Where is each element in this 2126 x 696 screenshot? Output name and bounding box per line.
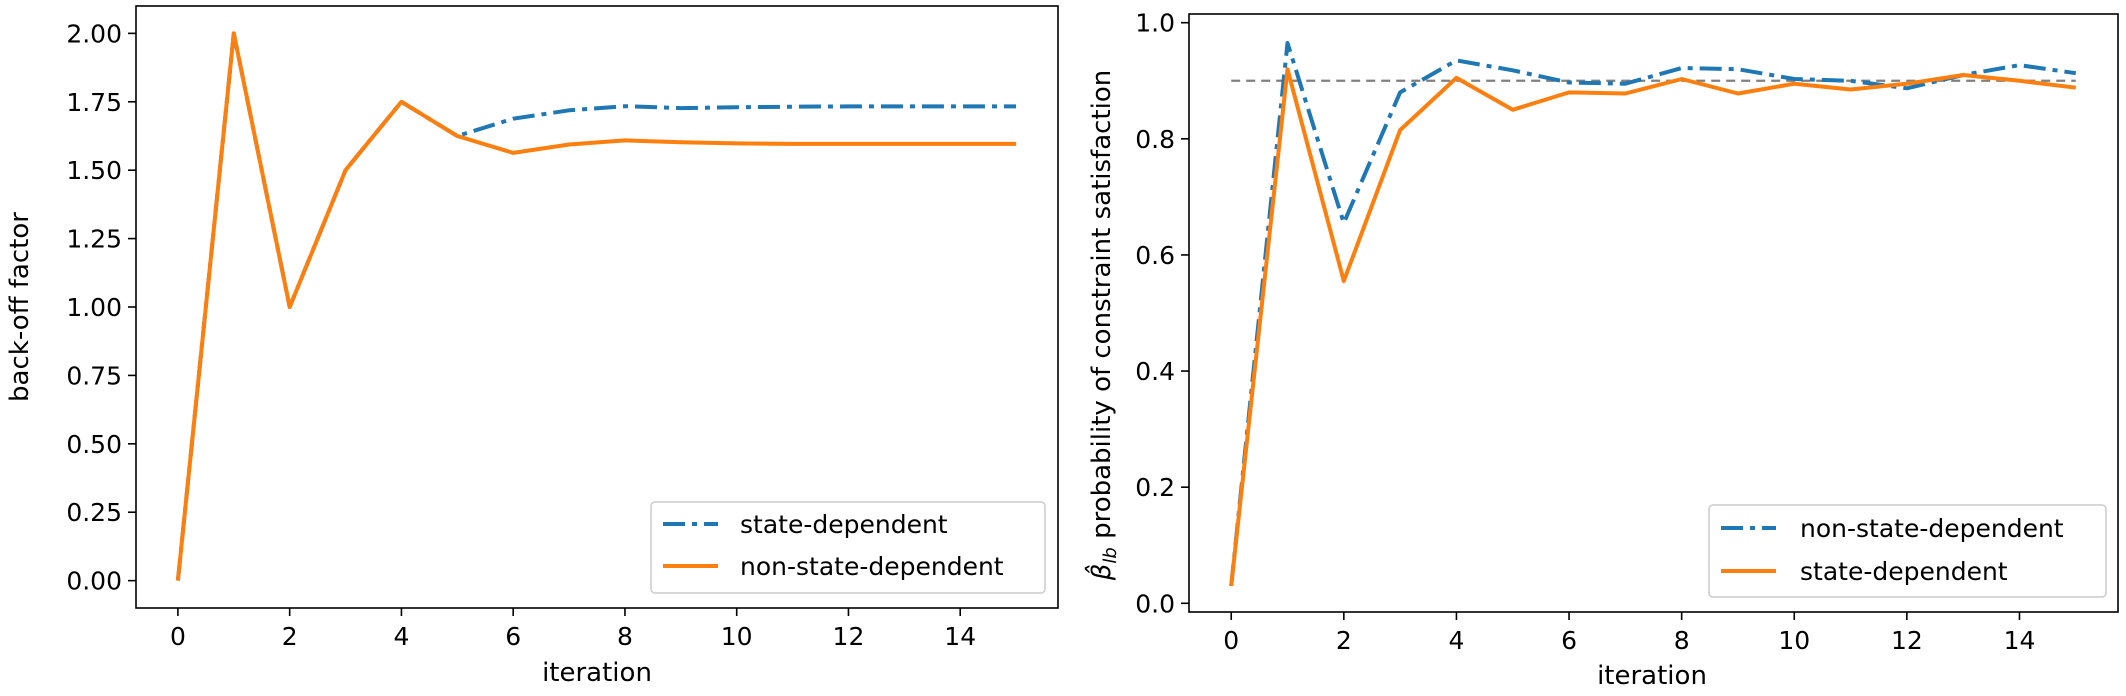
x-tick-label: 14: [944, 622, 976, 651]
y-tick-label: 0.2: [1135, 473, 1175, 502]
x-tick-label: 4: [393, 622, 409, 651]
y-tick-label: 1.25: [66, 225, 122, 254]
series-layer: [1229, 41, 2077, 587]
x-tick-label: 8: [617, 622, 633, 651]
x-tick-label: 14: [2004, 626, 2036, 655]
y-tick-label: 0.8: [1135, 125, 1175, 154]
y-axis-label: β̂lb probability of constraint satisfact…: [1083, 70, 1121, 581]
y-axis-label: back-off factor: [5, 212, 35, 402]
x-axis-label: iteration: [1597, 661, 1707, 691]
x-axis-label: iteration: [542, 658, 652, 688]
x-tick-label: 2: [282, 622, 298, 651]
ticks-layer: 0 2 4 6 8 10 12 14 0.0 0.2 0.4 0.6 0.8 1.0: [1135, 9, 2035, 655]
x-tick-label: 12: [1891, 626, 1923, 655]
legend-label-series-1: non-state-dependent: [740, 552, 1004, 581]
y-axis-label-gap: [1087, 539, 1117, 547]
series-line-1: [1229, 67, 2077, 587]
y-axis-label-text: probability of constraint satisfaction: [1087, 70, 1117, 539]
legend-box: [1708, 504, 2107, 598]
y-axis-label-group: β̂lb probability of constraint satisfact…: [1083, 70, 1121, 581]
x-tick-label: 0: [170, 622, 186, 651]
y-tick-label: 0.0: [1135, 589, 1175, 618]
legend-label-series-0: state-dependent: [740, 510, 948, 539]
y-tick-label: 1.0: [1135, 9, 1175, 38]
y-tick-label: 0.75: [66, 361, 122, 390]
x-tick-label: 0: [1223, 626, 1239, 655]
x-tick-label: 8: [1674, 626, 1690, 655]
y-axis-label-subscript: lb: [1100, 547, 1121, 563]
chart-back-off-factor: 0 2 4 6 8 10 12 14 0.00 0.25 0.50 0.75 1.00 1.25 1.50 1…: [5, 5, 1059, 688]
x-tick-label: 4: [1448, 626, 1464, 655]
legend-label-series-1: state-dependent: [1800, 557, 2008, 586]
x-tick-label: 6: [1561, 626, 1577, 655]
y-tick-label: 1.00: [66, 293, 122, 322]
series-line-0: [175, 31, 1017, 581]
y-axis-label-symbol: β̂: [1083, 564, 1117, 582]
legend-box: [650, 501, 1046, 594]
series-line-0: [1229, 41, 2077, 587]
axes-frame: [1188, 13, 2119, 613]
chart-probability-of-constraint-satisfaction: 0 2 4 6 8 10 12 140.00.20.40.60.81.0 iteration …: [1083, 9, 2119, 691]
x-tick-label: 2: [1336, 626, 1352, 655]
x-tick-label: 12: [833, 622, 865, 651]
y-tick-label: 0.25: [66, 498, 122, 527]
legend: non-state-dependent state-dependent: [1708, 504, 2107, 598]
x-tick-label: 6: [505, 622, 521, 651]
series-layer: [175, 31, 1017, 581]
y-tick-label: 0.4: [1135, 357, 1175, 386]
x-tick-label: 10: [1778, 626, 1810, 655]
y-tick-label: 0.00: [66, 567, 122, 596]
series-line-1: [175, 31, 1017, 581]
y-tick-label: 2.00: [66, 19, 122, 48]
ticks-layer: 0 2 4 6 8 10 12 14 0.00 0.25 0.50 0.75 1.00 1.25 1.50 1…: [66, 19, 976, 651]
y-tick-label: 1.75: [66, 88, 122, 117]
y-tick-label: 1.50: [66, 156, 122, 185]
legend: state-dependent non-state-dependent: [650, 501, 1046, 594]
legend-label-series-0: non-state-dependent: [1800, 514, 2064, 543]
x-tick-label: 10: [721, 622, 753, 651]
y-tick-label: 0.6: [1135, 241, 1175, 270]
y-tick-label: 0.50: [66, 430, 122, 459]
